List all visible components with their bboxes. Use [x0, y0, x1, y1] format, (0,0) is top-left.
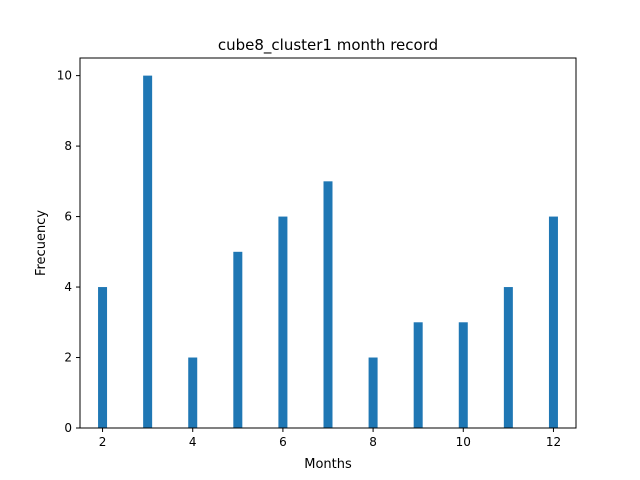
x-ticks-group: 2 4 6 8 10 12 — [99, 428, 561, 449]
plot-frame — [79, 57, 577, 429]
y-tick-label: 10 — [57, 69, 72, 83]
bar-month-4 — [188, 357, 198, 428]
bar-month-8 — [368, 357, 378, 428]
bar-month-12 — [548, 216, 558, 428]
x-tick-label: 2 — [99, 435, 107, 449]
bar-month-3 — [143, 75, 153, 429]
y-tick-label: 4 — [64, 280, 72, 294]
x-axis-label: Months — [304, 457, 352, 472]
y-tick-label: 6 — [64, 210, 72, 224]
y-tick-label: 8 — [64, 139, 72, 153]
bar-month-11 — [503, 287, 513, 428]
x-tick-label: 6 — [279, 435, 287, 449]
x-tick-label: 8 — [369, 435, 377, 449]
bar-month-9 — [413, 322, 423, 428]
x-tick-label: 4 — [189, 435, 197, 449]
y-ticks-group: 0 2 4 6 8 10 — [57, 69, 80, 435]
bars-group — [98, 75, 558, 429]
y-axis-label: Frecuency — [34, 210, 49, 276]
x-tick-label: 10 — [456, 435, 471, 449]
bar-month-2 — [98, 287, 108, 428]
y-tick-label: 0 — [64, 421, 72, 435]
x-tick-label: 12 — [546, 435, 561, 449]
bar-month-6 — [278, 216, 288, 428]
bar-month-10 — [458, 322, 468, 428]
bar-month-5 — [233, 251, 243, 428]
y-tick-label: 2 — [64, 351, 72, 365]
chart-title: cube8_cluster1 month record — [218, 36, 438, 55]
bar-month-7 — [323, 181, 333, 428]
